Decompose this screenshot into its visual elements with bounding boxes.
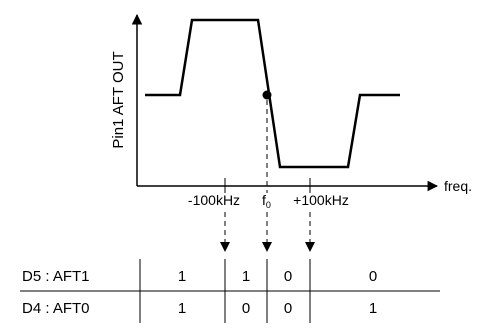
row-d4-cell-2: 0 [242,300,250,317]
aft-output-waveform [145,18,400,169]
row-d4-label: D4 : AFT0 [22,300,90,317]
plus-100khz-label: +100kHz [293,192,349,208]
x-axis-label: freq. [444,178,472,194]
row-d5-label: D5 : AFT1 [22,268,90,285]
row-d5-cell-3: 0 [284,268,292,285]
row-d4-cell-4: 1 [369,300,377,317]
minus-100khz-arrowhead [220,242,230,252]
plus-100khz-arrowhead [305,242,315,252]
f0-point [262,90,272,100]
row-d4-cell-3: 0 [284,300,292,317]
row-d5-cell-4: 0 [369,268,377,285]
f0-label: f0 [262,192,271,210]
row-d4-cell-1: 1 [178,300,186,317]
row-d5-cell-2: 1 [242,268,250,285]
f0-label-main: f [262,192,266,208]
f0-label-sub: 0 [266,200,271,210]
y-axis-label: Pin1 AFT OUT [110,51,127,148]
minus-100khz-label: -100kHz [188,192,240,208]
row-d5-cell-1: 1 [178,268,186,285]
f0-arrowhead [262,242,272,252]
